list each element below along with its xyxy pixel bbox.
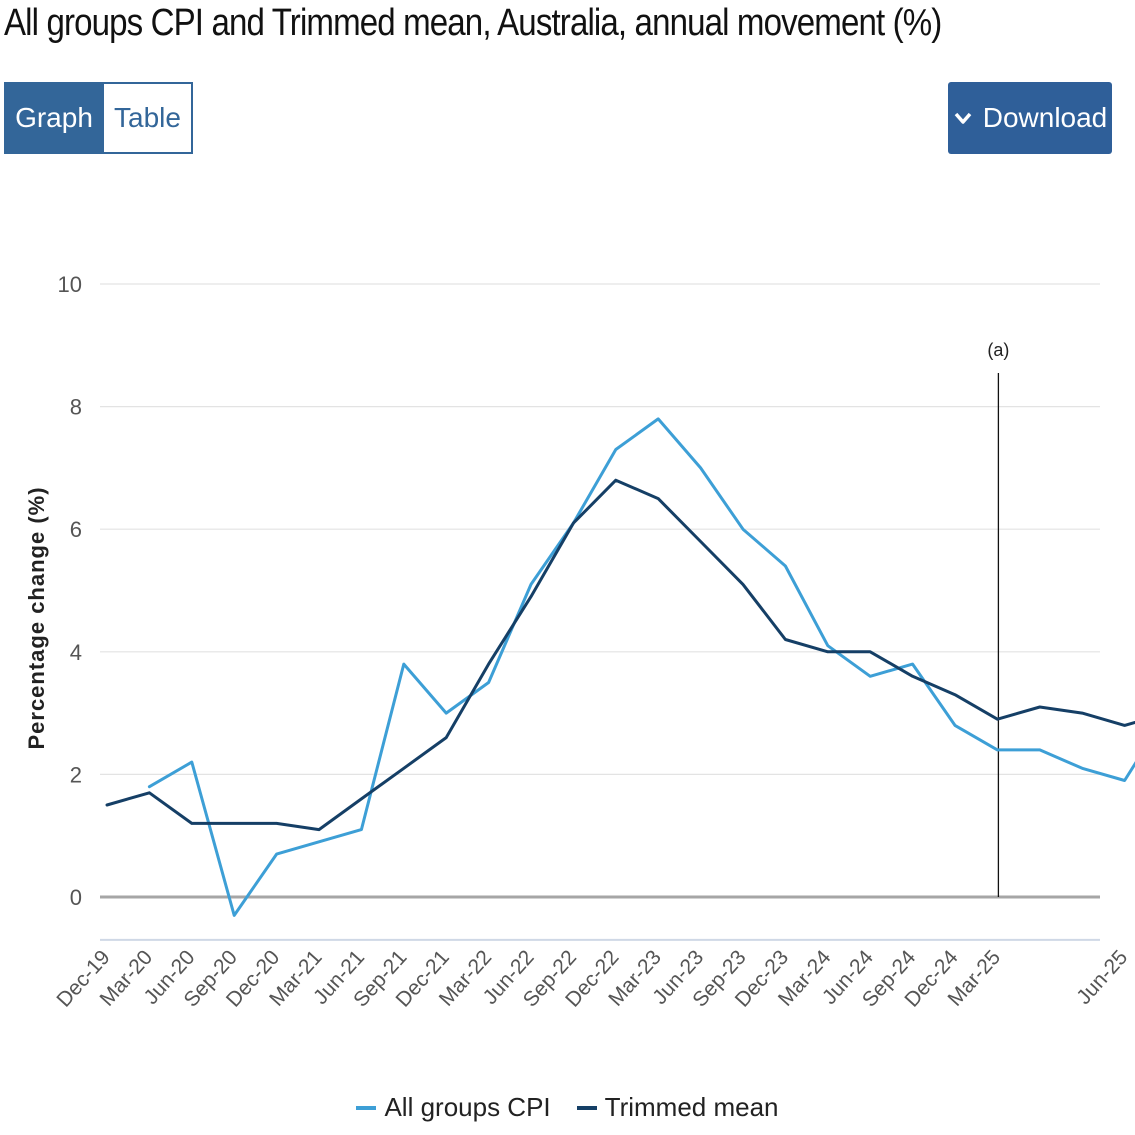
chevron-down-icon <box>954 112 972 124</box>
download-button[interactable]: Download <box>948 82 1112 154</box>
line-chart: 0 2 4 6 8 10 Percentage change (%) (a) Dec-19… <box>24 272 1135 1012</box>
annotation-label: (a) <box>987 340 1009 360</box>
legend-label-trimmed: Trimmed mean <box>604 1092 779 1122</box>
y-axis-ticks: 0 2 4 6 8 10 <box>58 272 82 910</box>
y-tick-label: 8 <box>70 395 82 420</box>
legend: All groups CPI Trimmed mean <box>0 1092 1135 1123</box>
view-toggle: Graph Table <box>4 82 193 154</box>
legend-label-cpi: All groups CPI <box>384 1092 551 1122</box>
y-tick-label: 0 <box>70 885 82 910</box>
x-axis-ticks: Dec-19Mar-20Jun-20Sep-20Dec-20Mar-21Jun-… <box>52 946 1132 1012</box>
annotation: (a) <box>987 340 1009 897</box>
y-axis-label: Percentage change (%) <box>24 486 49 749</box>
series-line-cpi <box>147 417 1135 917</box>
gridlines <box>100 283 1100 941</box>
legend-swatch-trimmed <box>576 1105 597 1110</box>
y-tick-label: 4 <box>70 640 82 665</box>
legend-item-trimmed[interactable]: Trimmed mean <box>576 1092 779 1123</box>
table-tab[interactable]: Table <box>104 82 193 154</box>
legend-swatch-cpi <box>356 1105 377 1110</box>
series-line-trimmed-mean <box>105 478 1135 832</box>
y-tick-label: 10 <box>58 272 82 297</box>
x-tick-label: Jun-25 <box>1072 946 1132 1009</box>
series-lines <box>105 417 1135 917</box>
y-tick-label: 6 <box>70 517 82 542</box>
graph-tab[interactable]: Graph <box>4 82 104 154</box>
chart-title: All groups CPI and Trimmed mean, Austral… <box>4 2 942 44</box>
download-label: Download <box>982 102 1108 133</box>
y-tick-label: 2 <box>70 762 82 787</box>
legend-item-cpi[interactable]: All groups CPI <box>356 1092 551 1123</box>
